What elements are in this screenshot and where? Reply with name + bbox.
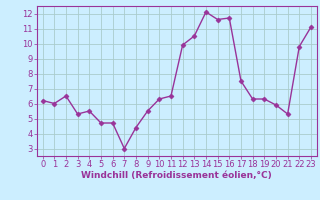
X-axis label: Windchill (Refroidissement éolien,°C): Windchill (Refroidissement éolien,°C) (81, 171, 272, 180)
